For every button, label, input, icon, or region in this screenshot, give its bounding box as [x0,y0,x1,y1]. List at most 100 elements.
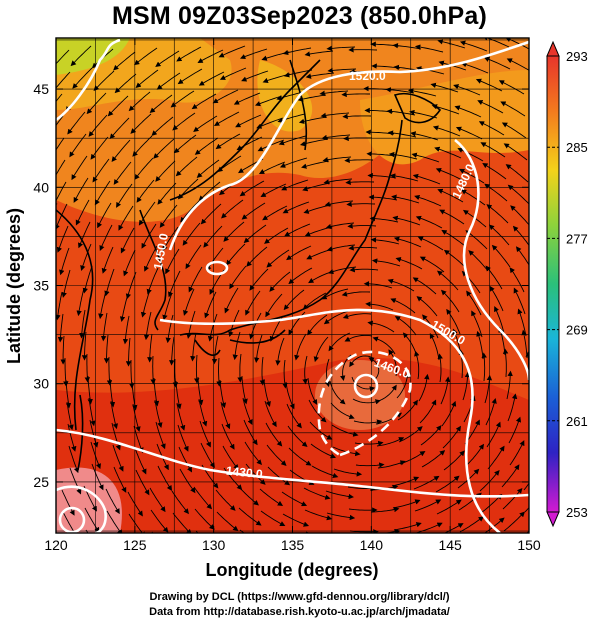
streamline [88,114,108,137]
streamline [87,375,93,405]
streamline [237,485,259,506]
streamline [498,80,525,95]
streamline [302,355,308,385]
x-tick-label: 140 [360,537,384,553]
streamline [57,313,64,343]
streamline [179,468,196,494]
streamline [282,513,310,527]
streamline [73,177,89,203]
streamline [310,443,336,459]
streamline [150,355,156,385]
streamline [59,247,70,276]
streamline [110,400,118,430]
streamline [130,113,152,134]
streamline [323,310,350,325]
streamline [198,181,221,202]
contour-1460 [56,428,529,498]
streamline [523,482,529,491]
sakhalin [289,59,308,151]
streamline [432,125,461,137]
streamline [172,358,179,388]
streamline [219,379,227,409]
streamline [246,246,268,267]
streamline [370,237,400,245]
colorbar: 293 285 277 269 261 253 [546,40,588,528]
streamline [194,137,219,155]
streamline [90,441,101,470]
contour-1500 [159,308,501,533]
streamline [71,155,88,181]
streamline [415,522,443,533]
streamline [56,225,69,253]
streamline [156,72,181,90]
streamline [259,356,265,386]
credits: Drawing by DCL (https://www.gfd-dennou.o… [0,590,599,620]
streamline [325,490,354,500]
streamline [351,376,376,392]
streamline [93,70,115,92]
streamline [412,277,437,295]
streamline [437,353,443,383]
streamline [216,511,239,532]
streamline [344,334,373,342]
streamline [106,356,113,386]
streamline [68,445,79,474]
streamline [397,399,418,421]
streamline [348,245,378,251]
streamline [134,447,147,475]
streamline [413,475,440,490]
streamline [229,265,247,290]
streamline [174,535,192,554]
streamline [486,421,501,448]
streamline [245,290,261,316]
streamline [128,513,146,533]
streamline [414,44,444,53]
streamline [266,249,290,268]
colorbar-tick-label: 269 [566,323,588,338]
colorbar-tick-label: 253 [566,505,588,520]
streamline [348,507,378,513]
streamline [172,112,196,131]
streamline [305,72,335,79]
y-ticks: 25 30 35 40 45 [33,81,529,490]
streamline [63,358,69,387]
streamline [193,115,218,133]
streamline [393,236,422,248]
streamline [369,215,399,223]
streamline [343,135,373,142]
streamline [390,298,416,314]
streamline [131,381,138,411]
streamline [506,58,529,71]
streamline [328,332,351,352]
streamline [197,376,204,406]
streamline [309,421,333,440]
streamline [441,229,466,247]
streamline [506,370,513,400]
streamline [200,203,222,225]
streamline [118,205,134,231]
streamline [307,314,328,336]
y-tick-label: 25 [33,474,49,490]
streamline [198,71,225,86]
streamline [120,227,135,254]
streamline [409,109,438,119]
streamline [80,243,92,271]
streamline [191,93,217,110]
streamline [465,443,485,467]
streamline [459,516,484,533]
streamline [69,133,87,158]
streamline [410,131,439,141]
streamline [98,290,107,320]
streamline [149,487,166,513]
streamline [185,244,202,270]
streamline [56,71,71,94]
streamline [106,510,123,533]
streamline [507,393,518,422]
streamline [170,90,195,108]
streamline [122,315,130,345]
streamline [392,499,421,509]
streamline [56,93,63,103]
streamline [415,215,443,229]
streamline [440,376,451,405]
streamline [169,336,175,366]
